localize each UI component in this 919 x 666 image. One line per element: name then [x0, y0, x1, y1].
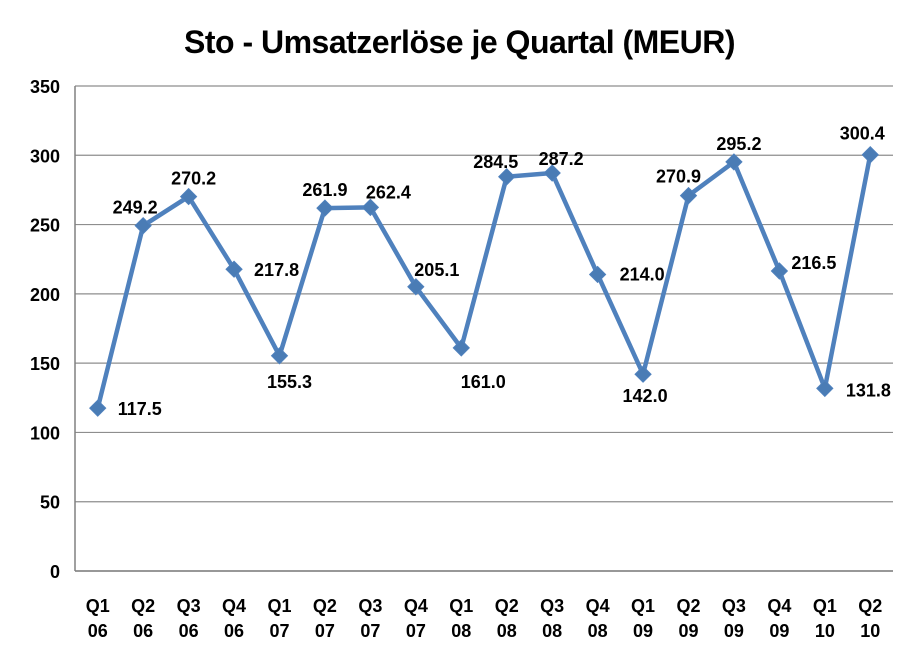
data-point-label: 300.4	[840, 124, 885, 144]
x-tick-label-quarter: Q2	[131, 596, 155, 616]
x-tick-label-year: 06	[88, 621, 108, 641]
data-point-label: 270.9	[656, 167, 701, 187]
data-point-marker	[179, 187, 198, 206]
x-tick-label-quarter: Q1	[449, 596, 473, 616]
data-point-label: 216.5	[791, 253, 836, 273]
x-tick-label-quarter: Q4	[222, 596, 246, 616]
x-tick-label-quarter: Q1	[631, 596, 655, 616]
data-point-label: 155.3	[267, 372, 312, 392]
data-point-label: 284.5	[473, 152, 518, 172]
data-point-marker	[861, 146, 879, 164]
data-point-marker	[407, 278, 425, 296]
y-tick-label: 300	[30, 146, 60, 166]
data-point-label: 117.5	[118, 399, 162, 419]
x-tick-label-year: 07	[406, 621, 426, 641]
data-point-marker	[361, 198, 380, 217]
data-point-marker	[725, 153, 743, 171]
data-point-label: 131.8	[846, 380, 891, 400]
x-tick-label-quarter: Q2	[858, 596, 882, 616]
x-tick-label-quarter: Q3	[540, 596, 564, 616]
data-point-marker	[316, 199, 334, 217]
data-point-label: 214.0	[620, 264, 665, 284]
y-tick-label: 200	[30, 285, 60, 305]
x-tick-label-year: 07	[315, 621, 335, 641]
data-point-marker	[134, 216, 152, 235]
x-tick-label-year: 08	[542, 621, 562, 641]
data-point-label: 249.2	[113, 198, 158, 218]
data-point-marker	[89, 399, 107, 417]
y-tick-label: 0	[50, 562, 60, 582]
y-tick-label: 100	[30, 423, 60, 443]
data-point-marker	[543, 164, 561, 182]
data-point-marker	[770, 262, 789, 280]
chart-title: Sto - Umsatzerlöse je Quartal (MEUR)	[184, 24, 736, 60]
data-point-marker	[225, 260, 243, 278]
x-tick-label-quarter: Q2	[313, 596, 337, 616]
data-point-marker	[270, 347, 289, 365]
y-tick-label: 250	[30, 216, 60, 236]
data-point-label: 287.2	[539, 149, 584, 169]
x-tick-label-year: 09	[633, 621, 653, 641]
data-point-marker	[679, 186, 698, 205]
x-tick-label-quarter: Q4	[586, 596, 610, 616]
y-tick-label: 350	[30, 77, 60, 97]
x-tick-label-year: 08	[451, 621, 471, 641]
y-tick-label: 150	[30, 354, 60, 374]
x-tick-label-year: 07	[360, 621, 380, 641]
x-tick-label-quarter: Q3	[722, 596, 746, 616]
y-tick-label: 50	[40, 493, 60, 513]
x-tick-label-quarter: Q1	[267, 596, 291, 616]
x-tick-label-quarter: Q4	[767, 596, 791, 616]
x-tick-label-year: 06	[133, 621, 153, 641]
x-tick-label-quarter: Q2	[676, 596, 700, 616]
x-tick-label-year: 09	[678, 621, 698, 641]
data-point-marker	[452, 339, 470, 357]
x-tick-label-year: 07	[269, 621, 289, 641]
data-point-label: 270.2	[171, 169, 216, 189]
x-tick-label-year: 09	[724, 621, 744, 641]
x-tick-label-year: 06	[179, 621, 199, 641]
x-tick-label-year: 08	[497, 621, 517, 641]
data-point-label: 205.1	[414, 260, 459, 280]
x-tick-label-year: 10	[815, 621, 835, 641]
x-tick-label-year: 10	[860, 621, 880, 641]
x-tick-label-year: 08	[588, 621, 608, 641]
data-point-marker	[634, 365, 652, 383]
revenue-series-line	[95, 152, 873, 411]
data-point-marker	[498, 168, 516, 186]
x-tick-label-quarter: Q2	[495, 596, 519, 616]
data-point-marker	[588, 265, 607, 284]
data-point-label: 217.8	[254, 260, 299, 280]
data-point-label: 262.4	[366, 182, 411, 202]
x-tick-label-quarter: Q4	[404, 596, 428, 616]
x-tick-label-quarter: Q1	[86, 596, 110, 616]
data-point-label: 295.2	[716, 134, 761, 154]
x-tick-label-quarter: Q1	[813, 596, 837, 616]
x-tick-label-quarter: Q3	[177, 596, 201, 616]
data-point-label: 142.0	[623, 386, 668, 406]
x-tick-label-year: 09	[769, 621, 789, 641]
data-point-marker	[816, 379, 834, 398]
data-point-label: 261.9	[302, 180, 347, 200]
x-tick-label-year: 06	[224, 621, 244, 641]
data-point-label: 161.0	[461, 372, 506, 392]
x-tick-label-quarter: Q3	[358, 596, 382, 616]
